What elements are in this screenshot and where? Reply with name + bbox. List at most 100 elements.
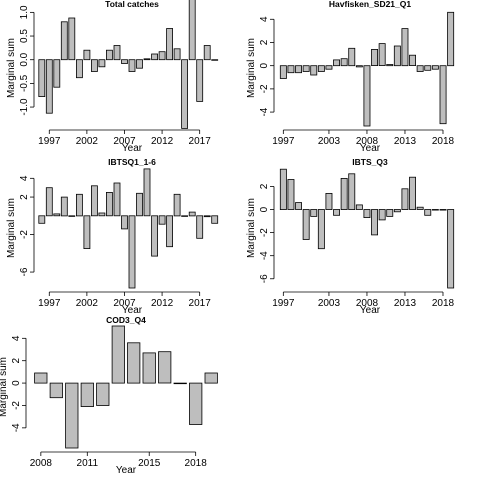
bar-2014 [127, 342, 141, 384]
bar-1997 [279, 168, 287, 210]
bar-2009 [136, 59, 143, 69]
y-tick-label: 1.0 [19, 5, 30, 19]
bar-2013 [401, 188, 409, 211]
x-tick-label: 2012 [151, 298, 174, 309]
y-tick-label: 4 [11, 335, 22, 341]
chart-title: Total catches [105, 0, 159, 9]
bar-2019 [211, 59, 219, 61]
bar-2014 [173, 193, 181, 217]
chart-title: Havfisken_SD21_Q1 [329, 0, 411, 9]
x-tick-label: 2007 [113, 136, 136, 147]
x-tick-label: 2003 [318, 136, 341, 147]
bar-2016 [188, 0, 196, 61]
y-tick-label: 4 [19, 175, 30, 181]
y-axis-label: Marginal sum [6, 198, 17, 258]
y-tick-label: -4 [11, 423, 22, 432]
chart-panel-5: -4 -2 0 2 4 2008 2011 2015 2018 COD3_Q4 Year Margin… [0, 315, 218, 476]
bar-2003 [91, 185, 98, 217]
x-tick-label: 2011 [77, 458, 99, 469]
y-tick-label: 0.0 [19, 52, 30, 66]
bar-2011 [151, 53, 159, 61]
bar-2013 [166, 215, 174, 248]
y-axis-label: Marginal sum [246, 198, 257, 258]
bar-2006 [113, 45, 121, 61]
bar-2018 [203, 45, 211, 61]
y-tick-label: 0 [259, 62, 270, 68]
bar-2014 [173, 48, 181, 61]
bar-2014 [409, 54, 416, 67]
y-axis-label: Marginal sum [0, 357, 9, 417]
bar-2012 [158, 215, 166, 225]
bar-2017 [173, 382, 187, 385]
bar-1999 [60, 21, 68, 61]
bar-1998 [287, 179, 295, 210]
chart-panel-2: -4 -2 0 2 4 1997 2003 2008 2013 2018 Havfisken_SD2… [246, 0, 455, 154]
y-tick-label: -0.5 [19, 74, 30, 92]
bar-2010 [378, 209, 386, 221]
bar-2009 [371, 49, 378, 67]
bar-2004 [333, 209, 340, 216]
bar-2001 [76, 193, 83, 217]
bar-2002 [83, 215, 91, 250]
y-tick-label: 0.5 [19, 29, 30, 43]
y-tick-label: -6 [259, 274, 270, 283]
bar-2004 [98, 59, 106, 68]
y-tick-label: 2 [19, 194, 30, 200]
y-tick-label: -2 [259, 228, 270, 237]
bar-2012 [393, 209, 401, 213]
x-tick-label: 2008 [356, 136, 379, 147]
bar-1996 [38, 59, 46, 98]
y-tick-label: -4 [259, 251, 270, 260]
bar-2007 [355, 204, 363, 210]
bar-2008 [34, 372, 48, 384]
bar-2015 [181, 59, 189, 129]
y-tick-label: 2 [259, 39, 270, 45]
x-tick-label: 1997 [272, 298, 295, 309]
x-tick-label: 2002 [76, 136, 99, 147]
bar-2008 [363, 209, 371, 219]
bar-2000 [302, 209, 310, 240]
x-tick-label: 2002 [76, 298, 99, 309]
bar-2016 [188, 211, 196, 217]
bar-2005 [340, 177, 348, 210]
bar-2013 [111, 325, 125, 384]
x-tick-label: 1997 [272, 136, 295, 147]
bar-2012 [393, 45, 401, 67]
bar-2018 [203, 215, 211, 218]
x-tick-label: 2013 [394, 136, 417, 147]
bar-2009 [136, 192, 143, 217]
x-tick-label: 2018 [432, 136, 455, 147]
chart-panel-3: -6 -2 2 4 1997 2002 2007 2012 2017 IBTSQ1_1-6 Year… [6, 157, 219, 316]
y-tick-label: 0 [259, 206, 270, 212]
y-axis-label: Marginal sum [246, 38, 257, 98]
y-tick-label: -1.0 [19, 98, 30, 116]
x-axis-label: Year [360, 143, 381, 154]
bar-2010 [378, 43, 386, 66]
bar-2019 [211, 215, 219, 224]
chart-title: IBTS_Q3 [352, 157, 388, 167]
bar-2019 [204, 372, 218, 384]
bar-1998 [53, 59, 61, 88]
bar-2006 [348, 47, 356, 67]
bar-2011 [151, 215, 159, 257]
bar-1999 [60, 196, 68, 217]
bar-2012 [158, 51, 166, 61]
chart-title: COD3_Q4 [106, 315, 146, 325]
bar-1998 [287, 65, 295, 74]
bar-2016 [424, 209, 432, 216]
bar-2010 [143, 168, 151, 217]
bar-2003 [325, 65, 333, 70]
bar-2015 [416, 65, 424, 72]
bar-2000 [302, 65, 310, 72]
y-tick-label: -2 [11, 401, 22, 410]
bar-2011 [386, 64, 394, 67]
y-tick-label: 2 [11, 357, 22, 363]
x-tick-label: 2003 [318, 298, 341, 309]
x-tick-label: 2007 [113, 298, 136, 309]
y-axis-label: Marginal sum [6, 38, 17, 98]
bar-2017 [196, 59, 204, 102]
y-tick-label: -4 [259, 107, 270, 116]
bar-2015 [416, 206, 424, 210]
y-tick-label: 0 [11, 380, 22, 386]
